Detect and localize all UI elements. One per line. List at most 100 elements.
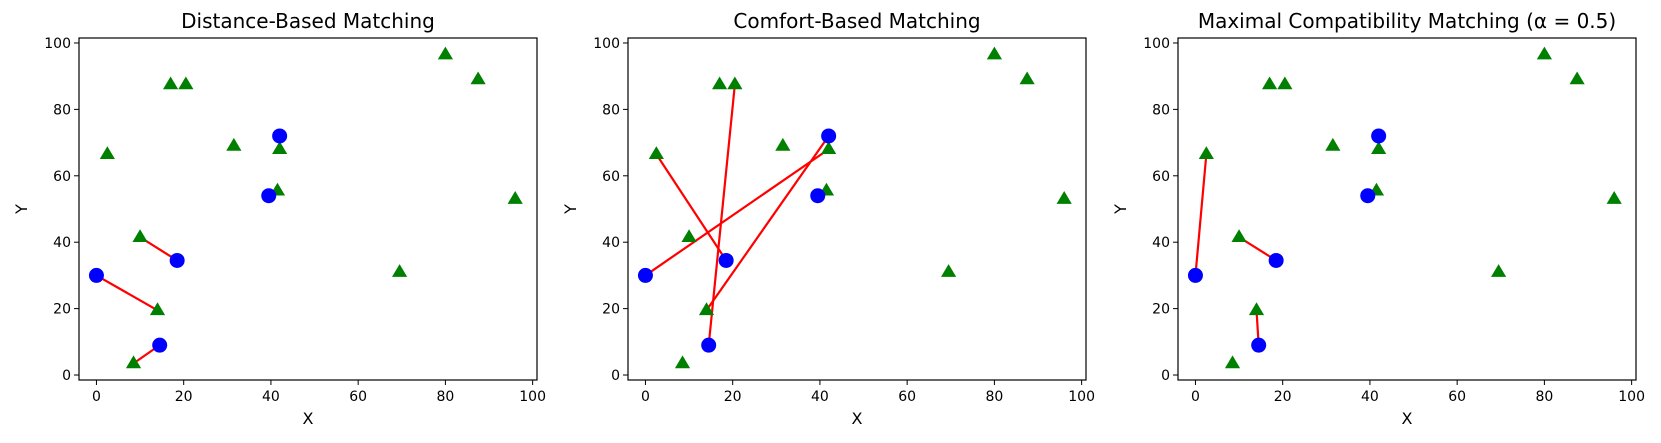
venue-point <box>178 76 194 90</box>
venue-point <box>226 137 242 151</box>
x-tick-label: 20 <box>724 389 742 405</box>
venue-point <box>1277 76 1293 90</box>
y-tick-label: 100 <box>44 36 71 52</box>
venue-point <box>727 76 743 90</box>
y-tick-label: 100 <box>593 36 620 52</box>
y-tick-label: 0 <box>611 368 620 384</box>
x-tick-label: 80 <box>436 389 454 405</box>
venue-point <box>775 137 791 151</box>
x-tick-label: 0 <box>92 389 101 405</box>
person-point <box>1187 267 1203 283</box>
venue-point <box>1491 264 1507 277</box>
venue-point <box>1606 191 1622 204</box>
y-tick-label: 60 <box>53 169 71 185</box>
venue-point <box>163 76 179 90</box>
venue-point <box>125 355 142 369</box>
person-point <box>637 267 653 283</box>
x-tick-label: 20 <box>1274 389 1292 405</box>
venue-point <box>674 355 691 369</box>
person-point <box>169 252 185 268</box>
venue-point <box>1231 229 1247 243</box>
person-point <box>701 337 717 353</box>
match-line <box>707 83 736 347</box>
y-tick-label: 40 <box>602 235 620 251</box>
person-point <box>272 128 288 144</box>
person-point <box>261 188 277 204</box>
person-point <box>810 188 826 204</box>
x-tick-label: 40 <box>1361 389 1379 405</box>
venue-point <box>1224 355 1241 369</box>
venue-point <box>507 191 523 204</box>
venue-point <box>1056 191 1072 204</box>
venue-point <box>149 302 166 316</box>
chart-title: Comfort-Based Matching <box>733 9 980 33</box>
y-tick-label: 80 <box>602 102 620 118</box>
y-axis-label: Y <box>561 204 580 215</box>
venue-point <box>1325 137 1341 151</box>
x-tick-label: 80 <box>1535 389 1553 405</box>
person-point <box>1268 252 1284 268</box>
x-tick-label: 0 <box>1191 389 1200 405</box>
venue-point <box>1371 141 1387 155</box>
match-line <box>1194 153 1208 277</box>
x-tick-label: 80 <box>985 389 1003 405</box>
person-point <box>152 337 168 353</box>
venue-point <box>821 141 837 155</box>
y-tick-label: 60 <box>1152 169 1170 185</box>
x-tick-label: 100 <box>1618 389 1645 405</box>
x-tick-label: 100 <box>1068 389 1095 405</box>
person-point <box>1360 188 1376 204</box>
y-tick-label: 20 <box>602 302 620 318</box>
person-point <box>718 252 734 268</box>
plot-frame <box>78 37 538 381</box>
chart-panel-3: Maximal Compatibility Matching (α = 0.5)… <box>1111 9 1645 428</box>
venue-point <box>941 264 957 277</box>
chart-title: Maximal Compatibility Matching (α = 0.5) <box>1198 9 1616 33</box>
venue-point <box>470 71 486 85</box>
y-tick-label: 80 <box>1152 102 1170 118</box>
chart-panel-2: Comfort-Based Matching 0 20 40 60 80 100 0 20 40 6… <box>561 9 1095 428</box>
match-line <box>644 148 830 277</box>
y-tick-label: 20 <box>53 302 71 318</box>
y-tick-label: 40 <box>1152 235 1170 251</box>
venue-point <box>1198 146 1214 160</box>
y-axis-label: Y <box>12 204 31 215</box>
y-tick-label: 40 <box>53 235 71 251</box>
x-axis-label: X <box>1402 409 1413 428</box>
venue-point <box>437 46 453 60</box>
person-point <box>1371 128 1387 144</box>
venue-point <box>1019 71 1035 85</box>
x-axis-label: X <box>852 409 863 428</box>
match-line <box>655 153 728 262</box>
x-axis-label: X <box>303 409 314 428</box>
x-tick-label: 60 <box>349 389 367 405</box>
x-tick-label: 40 <box>262 389 280 405</box>
venue-point <box>1569 71 1585 85</box>
person-point <box>1251 337 1267 353</box>
chart-panel-1: Distance-Based Matching 0 20 40 60 80 100 0 20 40… <box>12 9 546 428</box>
y-axis-label: Y <box>1111 204 1130 215</box>
venue-point <box>986 46 1002 60</box>
venue-point <box>698 302 715 316</box>
venue-point <box>392 264 408 277</box>
y-tick-label: 0 <box>62 368 71 384</box>
x-tick-label: 0 <box>641 389 650 405</box>
venue-point <box>1262 76 1278 90</box>
venue-point <box>99 146 115 160</box>
venue-point <box>1248 302 1265 316</box>
venue-point <box>272 141 288 155</box>
y-tick-label: 100 <box>1143 36 1170 52</box>
venue-point <box>1536 46 1552 60</box>
y-tick-label: 80 <box>53 102 71 118</box>
x-tick-label: 60 <box>1448 389 1466 405</box>
person-point <box>88 267 104 283</box>
y-tick-label: 20 <box>1152 302 1170 318</box>
x-tick-label: 100 <box>519 389 546 405</box>
x-tick-label: 60 <box>898 389 916 405</box>
x-tick-label: 40 <box>811 389 829 405</box>
match-line <box>705 134 830 312</box>
x-tick-label: 20 <box>175 389 193 405</box>
venue-point <box>681 229 697 243</box>
venue-point <box>712 76 728 90</box>
